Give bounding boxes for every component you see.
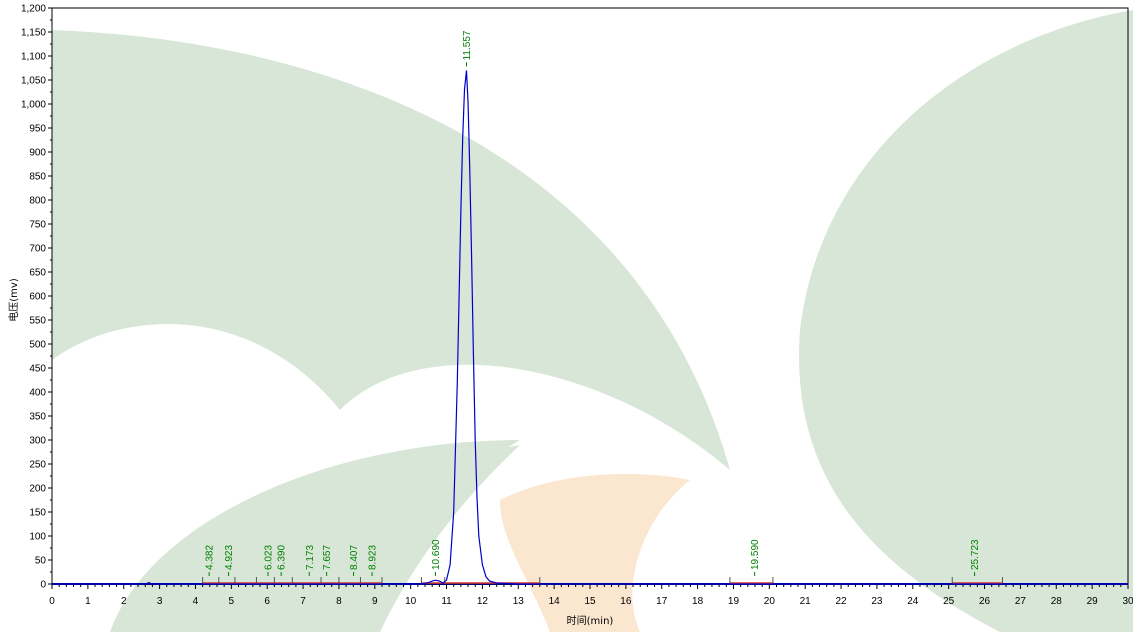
x-tick-label: 20 [764,596,776,607]
peak-label: 7.657 [322,545,333,570]
y-tick-label: 350 [29,412,46,423]
x-tick-label: 22 [836,596,848,607]
peak-label: 8.407 [349,545,360,570]
x-tick-label: 25 [943,596,955,607]
peak-label: 4.923 [224,545,235,570]
x-tick-label: 21 [800,596,812,607]
x-tick-label: 8 [336,596,342,607]
signal-series [52,70,1128,585]
y-tick-label: 300 [29,436,46,447]
peak-label: 7.173 [305,545,316,570]
y-tick-label: 100 [29,532,46,543]
x-tick-label: 4 [193,596,199,607]
x-tick-label: 5 [229,596,235,607]
x-tick-label: 19 [728,596,740,607]
y-tick-label: 1,050 [21,76,46,87]
x-tick-label: 17 [656,596,668,607]
x-tick-label: 29 [1087,596,1099,607]
y-axis-title: 电压(mv) [7,278,20,322]
y-tick-label: 250 [29,460,46,471]
x-tick-label: 10 [405,596,417,607]
x-tick-label: 7 [300,596,306,607]
x-tick-label: 18 [692,596,704,607]
y-tick-label: 550 [29,316,46,327]
y-tick-label: 950 [29,124,46,135]
x-tick-label: 12 [477,596,489,607]
x-tick-label: 27 [1015,596,1027,607]
peak-labels: 4.382 4.923 6.023 6.390 7.173 7.657 8.407 8.923… [205,30,981,576]
peak-label: 4.382 [205,545,216,570]
x-tick-label: 13 [513,596,525,607]
integration-baselines [202,577,1003,584]
peak-label: 25.723 [970,539,981,570]
peak-label: 11.557 [462,30,473,60]
x-tick-label: 3 [157,596,163,607]
x-tick-label: 9 [372,596,378,607]
peak-label: 8.923 [368,545,379,570]
x-tick-label: 14 [549,596,561,607]
x-tick-label: 16 [620,596,632,607]
x-tick-label: 1 [85,596,91,607]
y-tick-label: 850 [29,172,46,183]
y-tick-label: 1,100 [21,52,46,63]
x-tick-label: 30 [1122,596,1133,607]
y-tick-label: 1,000 [21,100,46,111]
x-tick-label: 24 [907,596,919,607]
peak-label: 6.023 [264,545,275,570]
y-tick-label: 200 [29,484,46,495]
y-tick-label: 800 [29,196,46,207]
y-tick-label: 0 [40,580,46,591]
peak-label: 10.690 [431,539,442,570]
y-tick-label: 700 [29,244,46,255]
x-tick-label: 23 [871,596,883,607]
y-tick-label: 1,200 [21,4,46,15]
x-axis-title: 时间(min) [567,614,614,627]
y-tick-label: 400 [29,388,46,399]
x-tick-label: 11 [441,596,452,607]
x-tick-label: 2 [121,596,127,607]
x-tick-label: 0 [49,596,55,607]
watermark-leaves [52,10,1133,632]
x-tick-label: 15 [584,596,596,607]
y-axis: 0 50 100 150 200 250 300 350 400 450 500 550 600 650 7… [21,4,52,591]
x-tick-label: 28 [1051,596,1063,607]
y-tick-label: 750 [29,220,46,231]
y-tick-label: 150 [29,508,46,519]
x-tick-label: 6 [264,596,270,607]
y-tick-label: 500 [29,340,46,351]
x-tick-label: 26 [979,596,991,607]
y-tick-label: 600 [29,292,46,303]
y-tick-label: 900 [29,148,46,159]
y-tick-label: 1,150 [21,28,46,39]
y-tick-label: 450 [29,364,46,375]
signal-line [52,70,1128,585]
y-tick-label: 50 [35,556,47,567]
peak-label: 19.590 [750,539,761,570]
peak-label: 6.390 [277,545,288,570]
y-tick-label: 650 [29,268,46,279]
